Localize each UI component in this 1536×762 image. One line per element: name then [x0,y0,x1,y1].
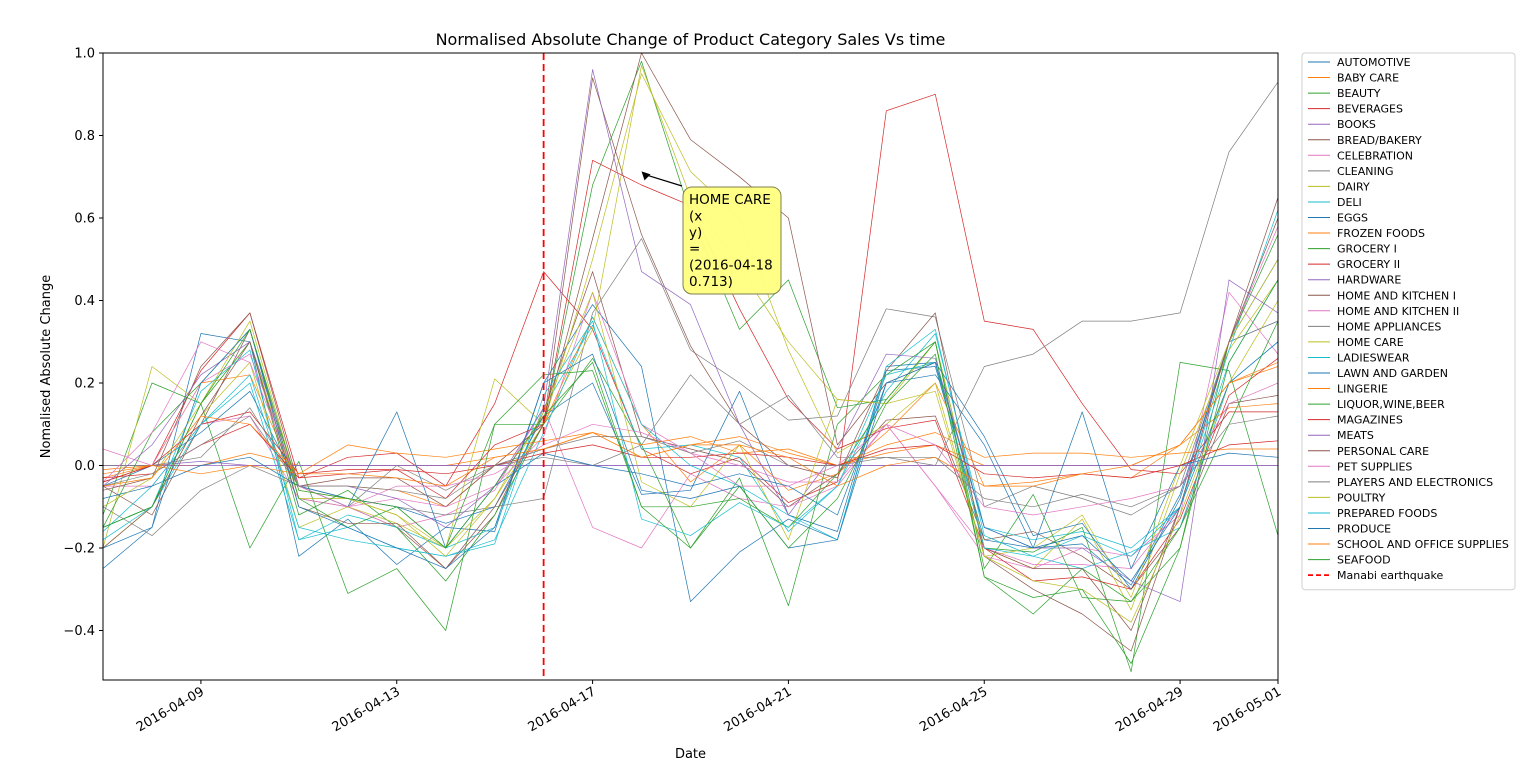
legend-label: MAGAZINES [1337,414,1403,427]
legend-label: HOME CARE [1337,336,1404,349]
legend-label: CELEBRATION [1337,149,1413,162]
y-tick-label: 0.8 [74,129,95,144]
legend-label: PET SUPPLIES [1337,460,1412,473]
legend-label: CLEANING [1337,165,1394,178]
legend-label: PREPARED FOODS [1337,507,1437,520]
y-axis-label: Nomalised Absolute Change [39,275,54,458]
legend-label: LADIESWEAR [1337,351,1410,364]
x-axis-label: Date [675,747,706,762]
annotation-text-line: 0.713) [689,274,733,290]
y-tick-label: 0.6 [74,212,95,227]
annotation-box [682,186,782,295]
legend-label: LIQUOR,WINE,BEER [1337,398,1445,411]
y-tick-label: 1.0 [74,47,95,62]
legend-label: PRODUCE [1337,523,1391,536]
x-tick-label: 2016-04-17 [526,684,599,735]
chart-title: Normalised Absolute Change of Product Ca… [436,30,946,49]
legend-label: GROCERY II [1337,258,1400,271]
y-axis: −0.4 −0.2 0.0 0.2 0.4 0.6 0.8 1.0 [63,47,103,639]
series-line-produce [103,329,1278,582]
legend-label: PLAYERS AND ELECTRONICS [1337,476,1493,489]
series-line-school-and-office-supplies [103,362,1278,487]
series-line-players-and-electronics [103,415,1278,508]
legend-label: MEATS [1337,429,1374,442]
legend-label: SCHOOL AND OFFICE SUPPLIES [1337,538,1509,551]
legend-label: BEAUTY [1337,87,1381,100]
x-tick-label: 2016-04-21 [721,684,794,735]
legend-label: AUTOMOTIVE [1337,56,1411,69]
plot-area [103,53,1278,680]
y-tick-label: 0.0 [74,459,95,474]
annotation-arrowhead [641,171,651,181]
y-tick-label: −0.4 [63,624,95,639]
y-tick-label: 0.2 [74,377,95,392]
x-tick-label: 2016-04-13 [330,684,403,735]
annotation-text-line: = [689,241,700,257]
legend-label: GROCERY I [1337,243,1397,256]
annotation-arrow [644,173,683,187]
y-tick-label: 0.4 [74,294,95,309]
x-tick-label: 2016-05-01 [1211,684,1284,735]
annotation-text-line: (2016-04-18 [689,258,773,274]
series-line-seafood [103,279,1278,664]
annotation-text-line: y) [689,225,702,241]
legend-label: DELI [1337,196,1362,209]
y-tick-label: −0.2 [63,542,95,557]
legend-label: BABY CARE [1337,72,1399,85]
legend-label: SEAFOOD [1337,554,1391,567]
legend-label: HOME AND KITCHEN II [1337,305,1459,318]
legend-label: FROZEN FOODS [1337,227,1425,240]
legend-label: Manabi earthquake [1337,569,1443,582]
legend-label: EGGS [1337,212,1368,225]
x-tick-label: 2016-04-25 [917,684,990,735]
x-axis: 2016-04-09 2016-04-13 2016-04-17 2016-04-21… [134,680,1284,735]
legend-label: HOME APPLIANCES [1337,320,1441,333]
legend-label: BOOKS [1337,118,1376,131]
annotation-text-line: HOME CARE [689,192,771,208]
x-tick-label: 2016-04-29 [1113,684,1186,735]
legend-label: POULTRY [1337,491,1386,504]
legend: AUTOMOTIVE BABY CARE BEAUTY BEVERAGES BOOKS B… [1301,52,1516,591]
plot-border [102,52,1279,681]
legend-label: BREAD/BAKERY [1337,134,1422,147]
series-line-automotive [103,304,1278,602]
annotation-text-line: (x [689,208,702,224]
legend-label: PERSONAL CARE [1337,445,1429,458]
legend-frame [1301,52,1516,591]
legend-label: DAIRY [1337,180,1370,193]
x-tick-label: 2016-04-09 [134,684,207,735]
legend-label: BEVERAGES [1337,103,1403,116]
legend-label: LINGERIE [1337,383,1388,396]
legend-label: HOME AND KITCHEN I [1337,289,1456,302]
tooltip-annotation: HOME CARE(xy)=(2016-04-180.713) [641,171,782,295]
legend-label: HARDWARE [1337,274,1401,287]
legend-label: LAWN AND GARDEN [1337,367,1448,380]
plot-lines [103,53,1278,680]
